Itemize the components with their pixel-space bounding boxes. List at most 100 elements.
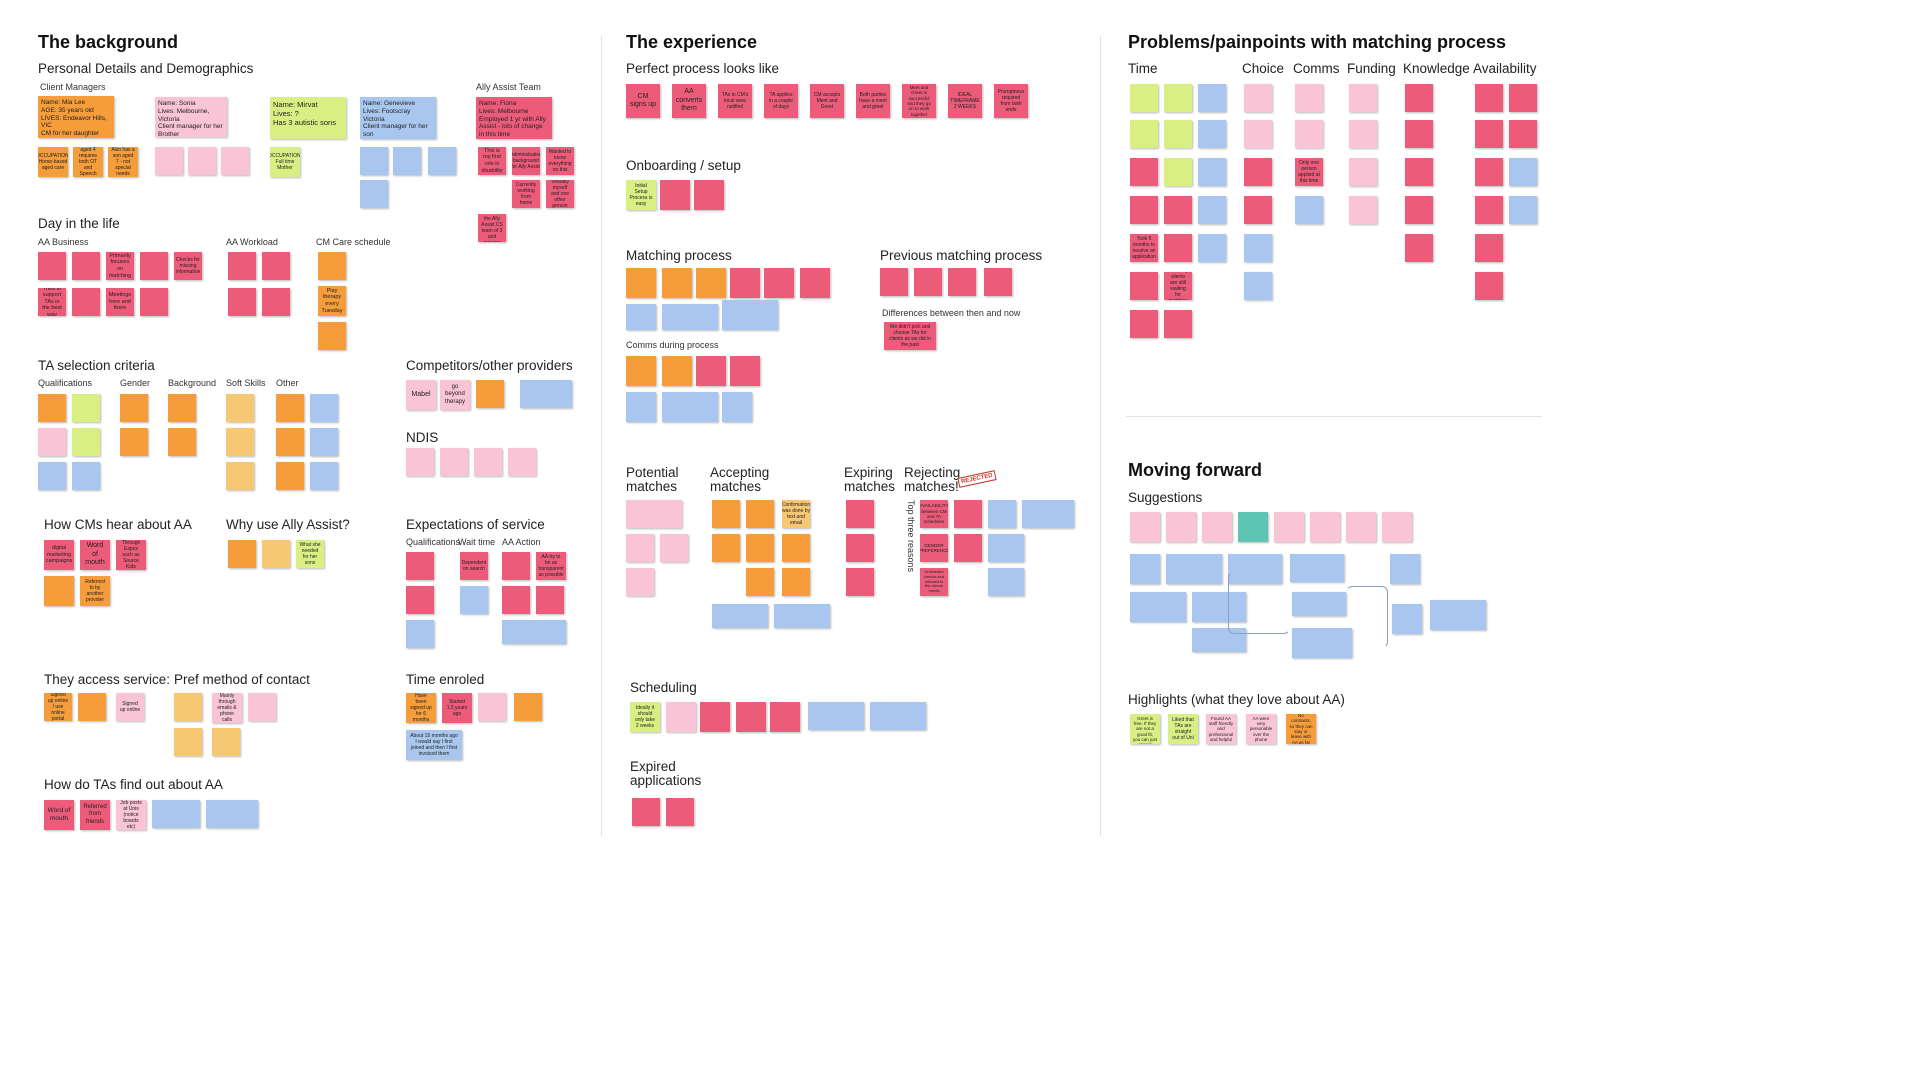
- note-wait-1[interactable]: Dependent on search: [460, 552, 488, 580]
- note-funding-2[interactable]: [1349, 120, 1377, 148]
- note-sched-3[interactable]: [700, 702, 730, 732]
- note-match-1[interactable]: [626, 268, 656, 298]
- note-pref-5[interactable]: [212, 728, 240, 756]
- note-comms-oneperson[interactable]: Only one person applied at this time: [1295, 158, 1323, 186]
- note-funding-3[interactable]: [1349, 158, 1377, 186]
- note-comp-gobeyond[interactable]: go beyond therapy: [440, 380, 470, 410]
- note-pot-3[interactable]: [660, 534, 688, 562]
- note-enrol-6m[interactable]: Have been signed up for 6 months: [406, 693, 436, 723]
- note-sugg-11[interactable]: [1228, 554, 1282, 584]
- note-comms-6[interactable]: [662, 392, 718, 422]
- note-fiona-6[interactable]: Part of the Ally Assist CS team of 3 and…: [478, 214, 506, 242]
- note-hl-uni[interactable]: Liked that TAs are straight out of Uni: [1168, 714, 1198, 744]
- note-acc-9[interactable]: [774, 604, 830, 628]
- note-access-signed[interactable]: Signed up online: [116, 693, 144, 721]
- note-why-2[interactable]: [262, 540, 290, 568]
- note-ndis-4[interactable]: [508, 448, 536, 476]
- note-other-1[interactable]: [276, 394, 304, 422]
- note-action-4[interactable]: [502, 620, 566, 644]
- note-biz-b[interactable]: [72, 252, 100, 280]
- note-avail-2[interactable]: [1509, 84, 1537, 112]
- note-perfect-5[interactable]: CM accepts Meet and Greet: [810, 84, 844, 118]
- note-know-4[interactable]: [1405, 196, 1433, 224]
- note-avail-6[interactable]: [1509, 158, 1537, 186]
- note-know-5[interactable]: [1405, 234, 1433, 262]
- note-comms-3[interactable]: [696, 356, 726, 386]
- note-time-5months[interactable]: Took 5 months to receive an application: [1130, 234, 1158, 262]
- note-ta-4[interactable]: [152, 800, 200, 828]
- note-rej-6[interactable]: [988, 500, 1016, 528]
- note-hl-contracts[interactable]: No contracts, so they can stay or leave …: [1286, 714, 1316, 744]
- note-action-2[interactable]: [502, 586, 530, 614]
- note-genevieve-2[interactable]: [393, 147, 421, 175]
- note-ta-referred[interactable]: Referred from friends: [80, 800, 110, 830]
- note-workload-4[interactable]: [262, 288, 290, 316]
- note-time-3[interactable]: [1198, 84, 1226, 112]
- note-acc-4[interactable]: [746, 534, 774, 562]
- note-qual-4[interactable]: [72, 428, 100, 456]
- note-cm-care-2[interactable]: [318, 322, 346, 350]
- note-sugg-6[interactable]: [1310, 512, 1340, 542]
- note-other-3[interactable]: [276, 462, 304, 490]
- note-ta-wom[interactable]: Word of mouth: [44, 800, 74, 830]
- note-time-1[interactable]: [1130, 84, 1158, 112]
- note-pot-1[interactable]: [626, 500, 682, 528]
- note-rej-4[interactable]: [954, 500, 982, 528]
- note-fiona-5[interactable]: Virtually myself and one other person: [546, 180, 574, 208]
- note-rej-5[interactable]: [954, 534, 982, 562]
- note-workload-3[interactable]: [228, 288, 256, 316]
- note-pot-4[interactable]: [626, 568, 654, 596]
- note-sched-6[interactable]: [808, 702, 864, 730]
- note-bg-1[interactable]: [168, 394, 196, 422]
- note-hear-wom[interactable]: Word of mouth: [80, 540, 110, 570]
- note-sched-ideal[interactable]: Ideally it should only take 2 weeks: [630, 702, 660, 732]
- note-sugg-15[interactable]: [1192, 592, 1246, 622]
- note-funding-4[interactable]: [1349, 196, 1377, 224]
- note-comms-5[interactable]: [626, 392, 656, 422]
- note-hl-friendly[interactable]: Found AA staff friendly and professional…: [1206, 714, 1236, 744]
- note-comms-p1[interactable]: [1295, 84, 1323, 112]
- note-genevieve-3[interactable]: [428, 147, 456, 175]
- note-match-9[interactable]: [722, 300, 778, 330]
- note-match-6[interactable]: [800, 268, 830, 298]
- note-avail-9[interactable]: [1475, 234, 1503, 262]
- note-enrol-4[interactable]: [514, 693, 542, 721]
- persona-sonia[interactable]: Name: Sonia Lives: Melbourne, Victoria C…: [155, 97, 227, 137]
- note-hear-digital[interactable]: digital marketing campaigns: [44, 540, 74, 570]
- note-expired-1[interactable]: [632, 798, 660, 826]
- note-mia-daughter[interactable]: Daughter aged 4 requires both OT and Spe…: [73, 147, 103, 177]
- note-fiona-3[interactable]: Wanted to know everything on this: [546, 147, 574, 175]
- note-sugg-2[interactable]: [1166, 512, 1196, 542]
- note-time-10[interactable]: [1130, 196, 1158, 224]
- note-comp-mabel[interactable]: Mabel: [406, 380, 436, 410]
- note-sugg-3[interactable]: [1202, 512, 1232, 542]
- note-gender-2[interactable]: [120, 428, 148, 456]
- note-other-5[interactable]: [310, 428, 338, 456]
- note-choice-6[interactable]: [1244, 272, 1272, 300]
- note-biz-checks[interactable]: Checks for missing information: [174, 252, 202, 280]
- note-acc-2[interactable]: [746, 500, 774, 528]
- note-soft-2[interactable]: [226, 428, 254, 456]
- note-other-2[interactable]: [276, 428, 304, 456]
- note-acc-8[interactable]: [712, 604, 768, 628]
- note-sugg-5[interactable]: [1274, 512, 1304, 542]
- note-enrol-15y[interactable]: Started 1.5 years ago: [442, 693, 472, 723]
- note-avail-4[interactable]: [1509, 120, 1537, 148]
- note-ndis-1[interactable]: [406, 448, 434, 476]
- note-hl-personable[interactable]: AA were very personable over the phone: [1246, 714, 1276, 744]
- note-rej-checks[interactable]: Unfinished checks and relevant to the cl…: [920, 568, 948, 596]
- note-bg-2[interactable]: [168, 428, 196, 456]
- note-choice-1[interactable]: [1244, 84, 1272, 112]
- note-acc-5[interactable]: [782, 534, 810, 562]
- note-access-2[interactable]: [78, 693, 106, 721]
- note-acc-3[interactable]: [712, 534, 740, 562]
- note-prev-1[interactable]: [880, 268, 908, 296]
- note-qual-6[interactable]: [72, 462, 100, 490]
- note-workload-2[interactable]: [262, 252, 290, 280]
- note-action-3[interactable]: [536, 586, 564, 614]
- note-wait-2[interactable]: [460, 586, 488, 614]
- note-avail-1[interactable]: [1475, 84, 1503, 112]
- note-perfect-6[interactable]: Both parties have a meet and greet: [856, 84, 890, 118]
- note-prev-2[interactable]: [914, 268, 942, 296]
- note-know-2[interactable]: [1405, 120, 1433, 148]
